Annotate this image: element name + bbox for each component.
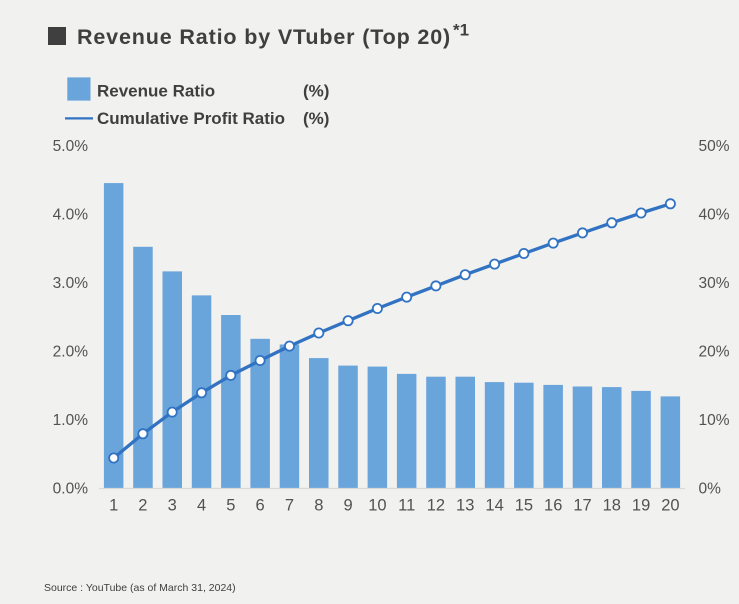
svg-text:Source : YouTube (as of March: Source : YouTube (as of March 31, 2024) <box>44 582 236 594</box>
svg-text:(%): (%) <box>303 82 329 101</box>
svg-text:Revenue Ratio by VTuber (Top 2: Revenue Ratio by VTuber (Top 20) <box>77 25 451 49</box>
svg-text:0%: 0% <box>699 481 722 498</box>
svg-text:40%: 40% <box>699 207 730 224</box>
svg-text:15: 15 <box>515 497 533 515</box>
svg-text:6: 6 <box>256 497 265 515</box>
svg-text:11: 11 <box>398 497 415 515</box>
svg-text:1: 1 <box>109 497 118 515</box>
svg-text:*1: *1 <box>453 21 469 40</box>
svg-text:13: 13 <box>456 497 474 515</box>
svg-text:50%: 50% <box>699 138 730 155</box>
svg-text:5.0%: 5.0% <box>53 138 89 155</box>
svg-text:4: 4 <box>197 497 206 515</box>
svg-text:Revenue Ratio: Revenue Ratio <box>97 82 215 101</box>
svg-text:19: 19 <box>632 497 650 515</box>
svg-text:7: 7 <box>285 497 294 515</box>
svg-text:9: 9 <box>344 497 353 515</box>
svg-text:20%: 20% <box>699 344 730 361</box>
svg-text:(%): (%) <box>303 109 329 128</box>
svg-text:18: 18 <box>603 497 621 515</box>
svg-text:17: 17 <box>573 497 591 515</box>
svg-text:0.0%: 0.0% <box>53 481 89 498</box>
svg-text:16: 16 <box>544 497 562 515</box>
svg-text:3: 3 <box>168 497 177 515</box>
svg-text:20: 20 <box>661 497 679 515</box>
svg-text:2.0%: 2.0% <box>53 344 89 361</box>
svg-text:2: 2 <box>138 497 147 515</box>
svg-text:10: 10 <box>368 497 386 515</box>
svg-text:10%: 10% <box>699 412 730 429</box>
svg-text:30%: 30% <box>699 275 730 292</box>
svg-text:1.0%: 1.0% <box>53 412 89 429</box>
svg-text:4.0%: 4.0% <box>53 207 89 224</box>
svg-text:3.0%: 3.0% <box>53 275 89 292</box>
svg-text:8: 8 <box>314 497 323 515</box>
svg-text:Cumulative Profit Ratio: Cumulative Profit Ratio <box>97 109 285 128</box>
svg-text:12: 12 <box>427 497 445 515</box>
svg-text:5: 5 <box>226 497 235 515</box>
svg-text:14: 14 <box>485 497 503 515</box>
